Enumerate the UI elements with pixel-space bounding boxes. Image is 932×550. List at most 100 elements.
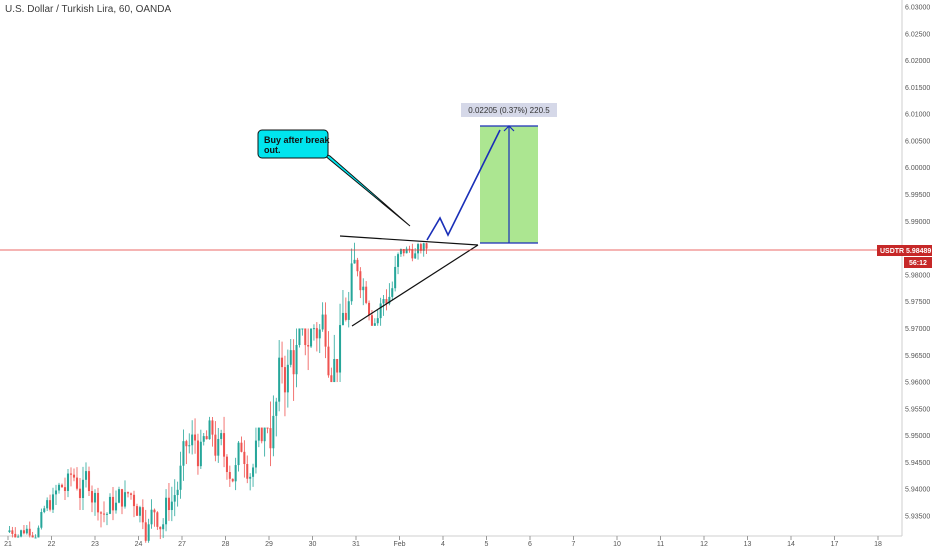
candle-up <box>321 314 324 330</box>
candle-down <box>368 302 371 316</box>
y-tick-label: 6.00000 <box>905 165 930 172</box>
candle-down <box>283 367 286 393</box>
candle-up <box>165 497 168 525</box>
candle-up <box>388 296 391 304</box>
x-tick-label: 27 <box>178 541 186 548</box>
candle-down <box>196 440 199 467</box>
y-tick-label: 6.02500 <box>905 31 930 38</box>
candle-down <box>31 535 34 538</box>
candle-down <box>132 494 136 507</box>
candle-down <box>185 441 188 447</box>
x-tick-label: 7 <box>572 541 576 548</box>
candle-down <box>246 464 249 479</box>
candle-up <box>176 489 179 496</box>
candle-down <box>49 500 52 510</box>
candle-down <box>194 434 197 441</box>
chart-title: U.S. Dollar / Turkish Lira, 60, OANDA <box>5 4 172 15</box>
candle-up <box>399 249 402 255</box>
candle-up <box>162 524 165 530</box>
candle-down <box>356 259 359 272</box>
candle-down <box>153 509 156 513</box>
candle-down <box>22 530 25 534</box>
candle-up <box>373 323 376 326</box>
candle-up <box>43 508 46 513</box>
candle-up <box>339 325 342 373</box>
y-tick-label: 5.97000 <box>905 326 930 333</box>
x-tick-label: 28 <box>222 541 230 548</box>
candle-up <box>20 530 23 537</box>
candle-down <box>315 328 318 339</box>
candle-up <box>179 465 182 490</box>
candle-down <box>240 442 243 452</box>
countdown-tag <box>904 257 932 268</box>
y-tick-label: 5.94000 <box>905 487 930 494</box>
candle-down <box>419 244 422 251</box>
candle-up <box>301 328 304 330</box>
candle-up <box>254 440 257 468</box>
candle-up <box>57 484 61 491</box>
projection-path[interactable] <box>426 129 501 241</box>
candle-up <box>298 328 301 345</box>
candle-up <box>220 433 223 439</box>
candle-down <box>87 471 91 492</box>
x-tick-label: 30 <box>309 541 317 548</box>
x-tick-label: 29 <box>265 541 273 548</box>
y-tick-label: 6.01000 <box>905 112 930 119</box>
candle-down <box>266 427 269 429</box>
candle-down <box>156 512 159 527</box>
price-value-tag <box>904 245 932 256</box>
candle-down <box>425 243 428 249</box>
candle-down <box>411 249 414 259</box>
candle-up <box>350 263 353 302</box>
candle-down <box>78 488 82 499</box>
candle-down <box>370 315 373 326</box>
candle-up <box>312 328 315 330</box>
candle-up <box>417 244 420 254</box>
candle-up <box>333 359 336 383</box>
candle-up <box>394 266 397 289</box>
candle-up <box>147 524 150 541</box>
candle-up <box>25 528 28 534</box>
callout-line-2: out. <box>264 145 281 155</box>
candle-down <box>225 456 228 473</box>
callout-box[interactable] <box>257 129 329 159</box>
x-tick-label: 23 <box>91 541 99 548</box>
candle-up <box>318 329 321 339</box>
y-tick-label: 5.93500 <box>905 514 930 521</box>
x-tick-label: 18 <box>874 541 882 548</box>
candle-up <box>382 299 385 304</box>
callout-pointer <box>317 149 411 227</box>
candle-down <box>167 497 170 511</box>
x-tick-label: 22 <box>48 541 56 548</box>
candle-up <box>173 495 176 502</box>
triangle-lower-line[interactable] <box>351 244 479 327</box>
x-tick-label: 31 <box>352 541 360 548</box>
candle-down <box>72 474 76 478</box>
candle-down <box>11 530 14 534</box>
x-tick-label: 13 <box>744 541 752 548</box>
current-price-value: 5.98489 <box>906 248 931 255</box>
candle-up <box>182 441 185 466</box>
x-tick-label: 14 <box>787 541 795 548</box>
candle-up <box>117 489 121 503</box>
candle-up <box>123 492 127 507</box>
triangle-upper-line[interactable] <box>339 235 479 246</box>
measure-arrow-head <box>503 125 515 132</box>
y-tick-label: 5.95500 <box>905 406 930 413</box>
y-tick-label: 5.99500 <box>905 192 930 199</box>
candle-up <box>54 490 58 495</box>
candle-up <box>347 301 350 320</box>
candle-up <box>17 536 20 538</box>
candle-up <box>81 479 85 499</box>
candle-down <box>408 248 411 250</box>
candle-down <box>359 271 362 291</box>
candle-down <box>69 473 73 475</box>
candle-down <box>231 478 234 482</box>
candle-down <box>120 489 124 507</box>
candle-up <box>150 509 153 525</box>
current-price-tag <box>877 245 911 256</box>
candle-down <box>14 533 17 538</box>
candle-down <box>385 299 388 304</box>
candle-down <box>344 312 347 320</box>
